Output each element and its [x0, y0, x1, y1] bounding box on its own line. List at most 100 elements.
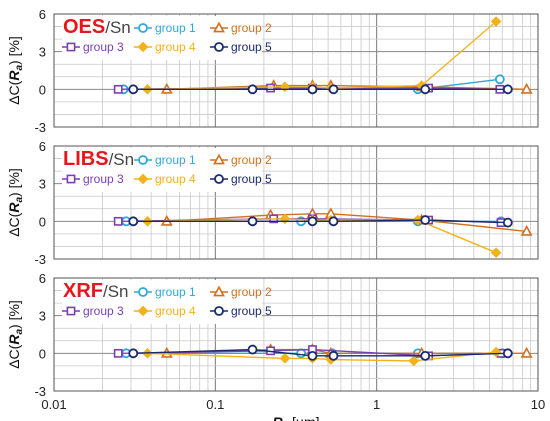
legend-label: group 4	[155, 172, 196, 186]
x-axis-label: Ra [µm]	[272, 414, 319, 421]
series-line	[147, 20, 497, 90]
data-point	[490, 346, 502, 358]
legend-item-group-2: group 2	[210, 153, 272, 167]
data-point	[502, 348, 513, 359]
legend-box	[62, 16, 262, 60]
legend-label: group 5	[231, 304, 272, 318]
data-point	[279, 353, 291, 364]
y-tick-label: -3	[34, 384, 46, 399]
data-point	[420, 215, 431, 225]
legend-marker	[66, 174, 76, 184]
data-point	[247, 216, 258, 227]
data-point	[502, 84, 513, 95]
data-point	[113, 84, 123, 94]
legend-item-group-1: group 1	[134, 21, 196, 35]
legend-item-group-1: group 1	[134, 153, 196, 167]
data-point	[408, 355, 420, 367]
data-point	[490, 247, 502, 259]
legend-marker	[137, 173, 149, 185]
legend-label: group 3	[83, 304, 124, 318]
data-point	[420, 350, 431, 361]
series-group-5	[128, 215, 513, 228]
y-axis-label: ΔC(Ra) [%]	[6, 168, 25, 237]
legend-label: group 2	[231, 21, 272, 35]
legend-item-group-2: group 2	[210, 285, 272, 299]
legend-marker	[214, 306, 224, 316]
panel-libs: 6 3 0 -3 ΔC(Ra) [%] LIBS/Sn group 1 group 2 grou…	[6, 139, 539, 267]
data-point	[113, 216, 123, 226]
legend-box	[62, 148, 262, 192]
data-point	[328, 350, 339, 361]
data-point	[279, 213, 291, 225]
data-point	[307, 84, 318, 95]
data-point	[247, 84, 258, 95]
y-tick-label: 3	[39, 177, 46, 192]
legend-label: group 1	[155, 21, 196, 35]
y-tick-label: 6	[39, 139, 46, 154]
legend-item-group-1: group 1	[134, 285, 196, 299]
series-line	[133, 348, 508, 357]
data-point	[520, 346, 533, 358]
legend-marker	[137, 305, 149, 317]
data-point	[279, 81, 291, 93]
data-point	[266, 83, 275, 93]
data-point	[247, 344, 258, 355]
y-axis-label: ΔC(Ra) [%]	[6, 300, 25, 369]
data-point	[113, 348, 123, 358]
legend-marker	[138, 155, 148, 165]
legend-item-group-3: group 3	[62, 304, 124, 318]
y-tick-label: -3	[34, 120, 46, 135]
series-line	[133, 219, 508, 224]
y-tick-label: 0	[39, 82, 46, 97]
legend-marker	[214, 42, 224, 52]
legend-item-group-4: group 4	[134, 172, 196, 186]
plot-frame	[53, 145, 539, 260]
panel-oes: 6 3 0 -3 ΔC(Ra) [%] OES/Sn group 1 group 2 group…	[6, 7, 539, 135]
legend-label: group 1	[155, 285, 196, 299]
legend-marker	[213, 153, 225, 165]
legend-marker	[137, 41, 149, 53]
legend-label: group 2	[231, 285, 272, 299]
legend-label: group 4	[155, 40, 196, 54]
panels-layer: 6 3 0 -3 ΔC(Ra) [%] OES/Sn group 1 group 2 group…	[6, 7, 545, 412]
y-tick-label: 0	[39, 346, 46, 361]
legend-label: group 5	[231, 172, 272, 186]
legend-marker	[214, 174, 224, 184]
y-tick-label: 0	[39, 214, 46, 229]
series-line	[147, 218, 497, 254]
y-tick-label: 3	[39, 45, 46, 60]
legend-item-group-5: group 5	[210, 172, 272, 186]
data-point	[520, 224, 533, 236]
legend-marker	[138, 287, 148, 297]
plot-frame	[53, 277, 539, 392]
x-tick-label: 1	[373, 397, 380, 412]
legend-marker	[213, 285, 225, 297]
y-tick-label: -3	[34, 252, 46, 267]
series-group-5	[128, 344, 513, 361]
legend-item-group-2: group 2	[210, 21, 272, 35]
legend-item-group-5: group 5	[210, 304, 272, 318]
data-point	[128, 84, 139, 95]
legend-label: group 2	[231, 153, 272, 167]
data-point	[520, 82, 533, 94]
data-point	[328, 84, 339, 95]
legend-label: group 3	[83, 40, 124, 54]
data-point	[307, 216, 318, 227]
legend-label: group 4	[155, 304, 196, 318]
data-point	[307, 350, 318, 361]
x-tick-label: 0.01	[41, 397, 66, 412]
data-point	[490, 16, 502, 27]
legend-item-group-3: group 3	[62, 40, 124, 54]
panel-title: LIBS/Sn	[63, 148, 134, 170]
y-tick-label: 6	[39, 7, 46, 22]
y-axis-label: ΔC(Ra) [%]	[6, 36, 25, 105]
data-point	[128, 348, 139, 359]
legend-marker	[138, 23, 148, 33]
data-point	[128, 216, 139, 227]
data-point	[328, 216, 339, 227]
legend-label: group 5	[231, 40, 272, 54]
x-tick-label: 0.1	[206, 397, 224, 412]
legend-label: group 1	[155, 153, 196, 167]
panel-title: OES/Sn	[63, 16, 131, 38]
legend-marker	[66, 306, 76, 316]
